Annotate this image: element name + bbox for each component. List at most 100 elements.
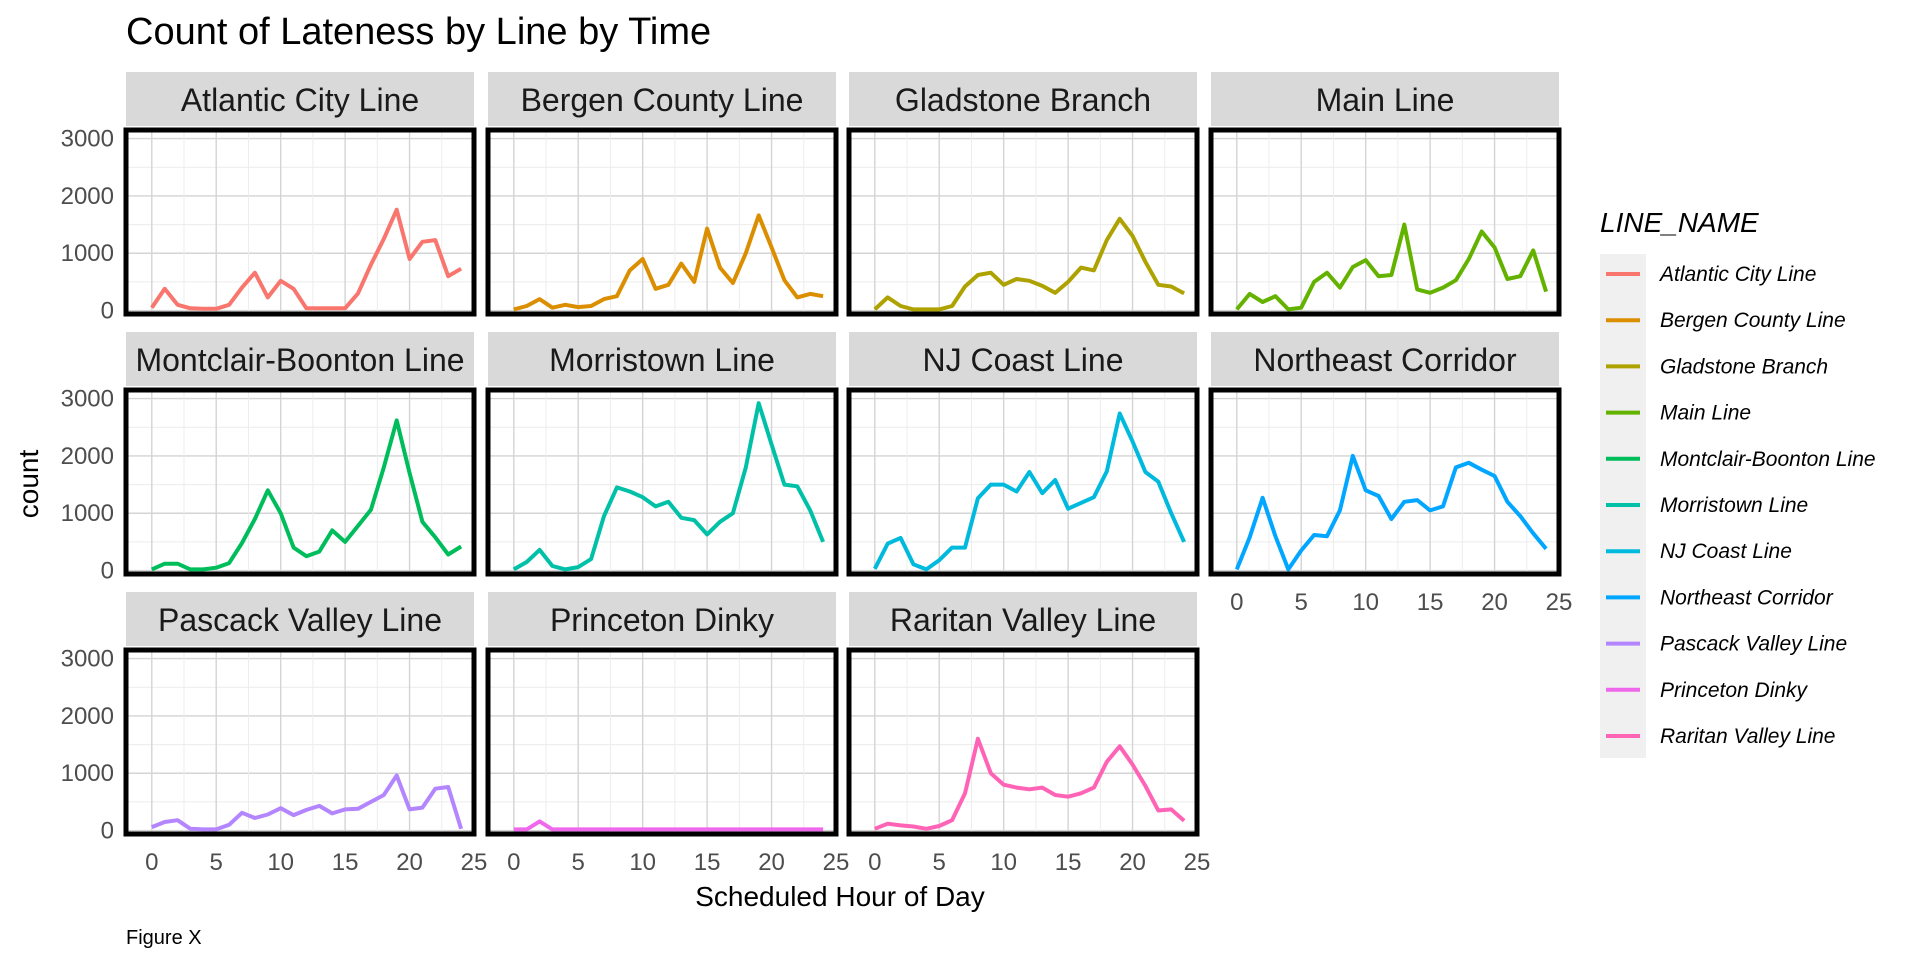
facet-strip-label: Princeton Dinky (550, 602, 774, 638)
y-tick-label: 0 (101, 298, 114, 325)
series-line-princeton-dinky (513, 819, 824, 832)
legend-item-princeton-dinky: Princeton Dinky (1606, 679, 1809, 702)
y-tick-label: 2000 (61, 183, 114, 210)
x-tick-label: 0 (868, 849, 881, 876)
panel-border (1208, 387, 1562, 577)
legend-label: Raritan Valley Line (1660, 725, 1836, 748)
series-line-morristown-line (512, 401, 825, 572)
x-tick-label: 0 (507, 849, 520, 876)
x-tick-label: 20 (1119, 849, 1146, 876)
facet-montclair-boonton-line: Montclair-Boonton Line 0 1000 2000 3000 (61, 332, 477, 585)
x-tick-label: 15 (1055, 849, 1082, 876)
x-axis-label: Scheduled Hour of Day (695, 881, 985, 912)
legend: LINE_NAME Atlantic City Line Bergen County… (1600, 207, 1876, 758)
legend-item-nj-coast-line: NJ Coast Line (1606, 540, 1792, 563)
facet-strip-label: NJ Coast Line (923, 342, 1124, 378)
facet-atlantic-city-line: Atlantic City Line 0 1000 2000 3000 (61, 72, 477, 325)
y-tick-label: 3000 (61, 126, 114, 153)
facet-strip (1211, 332, 1559, 386)
figure-caption: Figure X (126, 927, 202, 949)
x-tick-label: 25 (823, 849, 850, 876)
x-tick-label: 10 (267, 849, 294, 876)
x-tick-label: 5 (933, 849, 946, 876)
panel-border (123, 387, 477, 577)
x-tick-label: 5 (210, 849, 223, 876)
facet-pascack-valley-line: Pascack Valley Line 0 1000 2000 3000 0 5 10 15 20… (61, 592, 487, 876)
y-tick-label: 1000 (61, 240, 114, 267)
series-line-pascack-valley-line (151, 773, 464, 832)
legend-label: Morristown Line (1660, 494, 1808, 517)
x-tick-label: 15 (694, 849, 721, 876)
x-tick-label: 5 (572, 849, 585, 876)
x-tick-label: 20 (1481, 589, 1508, 616)
panel-border (485, 387, 839, 577)
facet-nj-coast-line: NJ Coast Line (846, 332, 1200, 577)
panel-border (846, 387, 1200, 577)
panel-border (123, 647, 477, 837)
facet-strip (849, 592, 1197, 646)
facet-strip (849, 72, 1197, 126)
y-tick-label: 1000 (61, 760, 114, 787)
facet-strip-label: Morristown Line (549, 342, 775, 378)
series-line-northeast-corridor (1234, 453, 1548, 572)
panel-border (123, 127, 477, 317)
x-tick-label: 15 (332, 849, 359, 876)
x-tick-label: 10 (990, 849, 1017, 876)
legend-item-bergen-county-line: Bergen County Line (1606, 309, 1846, 332)
facet-bergen-county-line: Bergen County Line (485, 72, 839, 317)
series-line-gladstone-branch (873, 216, 1186, 312)
series-line-bergen-county-line (513, 213, 824, 312)
facet-strip (849, 332, 1197, 386)
series-line-raritan-valley-line (874, 736, 1186, 831)
x-tick-label: 25 (1184, 849, 1211, 876)
series-line-main-line (1235, 222, 1549, 312)
x-tick-label: 5 (1295, 589, 1308, 616)
legend-label: Northeast Corridor (1660, 586, 1834, 609)
legend-item-main-line: Main Line (1606, 402, 1751, 425)
facet-strip-label: Montclair-Boonton Line (135, 342, 464, 378)
facet-northeast-corridor: Northeast Corridor 0 5 10 15 20 25 (1208, 332, 1573, 616)
panel-border (846, 127, 1200, 317)
facet-strip-label: Main Line (1316, 82, 1455, 118)
facet-strip (126, 592, 474, 646)
y-tick-label: 0 (101, 558, 114, 585)
y-tick-label: 0 (101, 818, 114, 845)
legend-label: Atlantic City Line (1658, 263, 1816, 286)
facet-strip (126, 332, 474, 386)
facet-princeton-dinky: Princeton Dinky 0 5 10 15 20 25 (485, 592, 850, 876)
facet-gladstone-branch: Gladstone Branch (846, 72, 1200, 317)
legend-label: Princeton Dinky (1660, 679, 1809, 702)
facet-strip-label: Atlantic City Line (181, 82, 419, 118)
legend-title: LINE_NAME (1600, 207, 1759, 238)
facet-strip-label: Gladstone Branch (895, 82, 1151, 118)
y-tick-label: 2000 (61, 443, 114, 470)
legend-item-atlantic-city-line: Atlantic City Line (1606, 263, 1816, 286)
panel-border (485, 127, 839, 317)
x-tick-label: 25 (1546, 589, 1573, 616)
facet-strip (1211, 72, 1559, 126)
y-tick-label: 3000 (61, 386, 114, 413)
panel-border (1208, 127, 1562, 317)
x-tick-label: 0 (1230, 589, 1243, 616)
x-tick-label: 20 (396, 849, 423, 876)
x-tick-label: 0 (145, 849, 158, 876)
facet-strip-label: Pascack Valley Line (158, 602, 442, 638)
legend-label: NJ Coast Line (1660, 540, 1792, 563)
y-tick-label: 3000 (61, 646, 114, 673)
facet-morristown-line: Morristown Line (485, 332, 839, 577)
legend-item-northeast-corridor: Northeast Corridor (1606, 586, 1834, 609)
panel-border (485, 647, 839, 837)
x-tick-label: 10 (1352, 589, 1379, 616)
facet-strip (488, 592, 836, 646)
legend-item-gladstone-branch: Gladstone Branch (1606, 355, 1828, 378)
legend-item-morristown-line: Morristown Line (1606, 494, 1808, 517)
legend-label: Bergen County Line (1660, 309, 1846, 332)
facet-strip (488, 72, 836, 126)
legend-item-montclair-boonton-line: Montclair-Boonton Line (1606, 448, 1876, 471)
y-tick-label: 1000 (61, 500, 114, 527)
facet-main-line: Main Line (1208, 72, 1562, 317)
legend-label: Pascack Valley Line (1660, 633, 1847, 656)
legend-label: Main Line (1660, 402, 1751, 425)
